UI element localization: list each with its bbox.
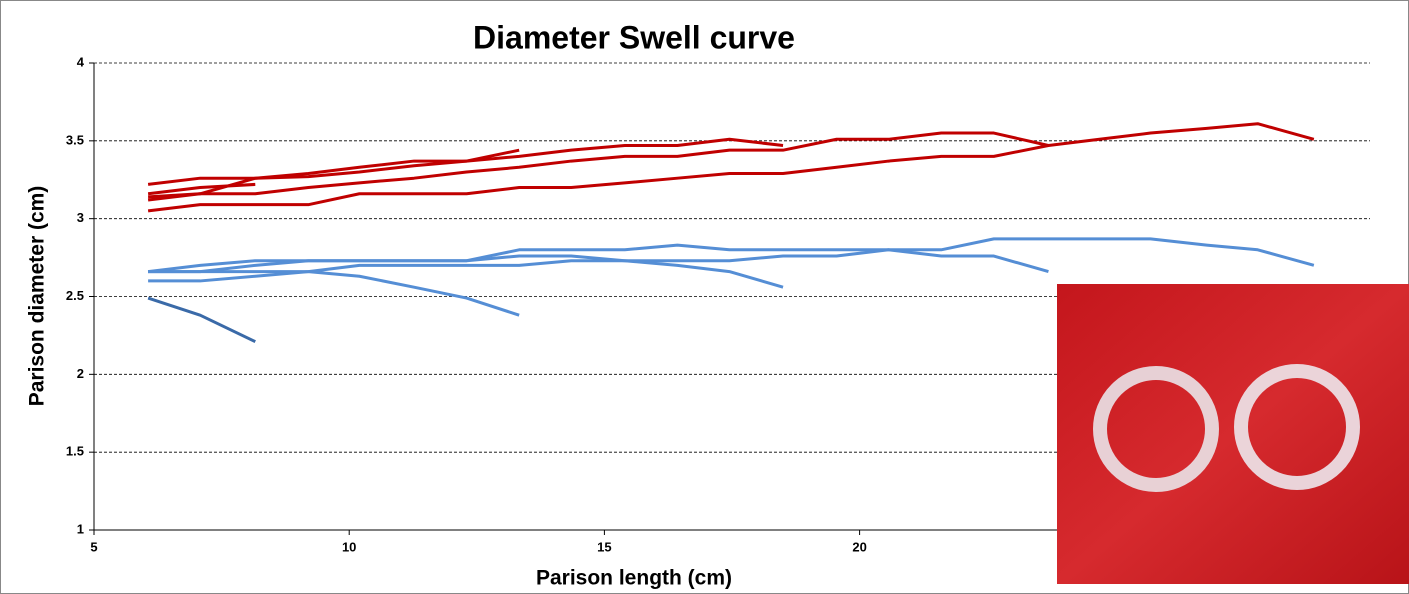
- y-tick-label: 4: [77, 54, 85, 69]
- y-tick-label: 1.5: [66, 444, 84, 459]
- x-tick-label: 5: [90, 539, 97, 554]
- series-line: [148, 270, 520, 317]
- x-tick-label: 20: [852, 539, 866, 554]
- y-tick-label: 2.5: [66, 288, 84, 303]
- photo-inset: [1057, 284, 1409, 584]
- x-tick-label: 10: [342, 539, 356, 554]
- ring: [1234, 364, 1360, 490]
- ring: [1093, 366, 1219, 492]
- series-line: [148, 137, 784, 199]
- series-line: [148, 259, 784, 289]
- y-tick-label: 2: [77, 366, 84, 381]
- series-line: [147, 182, 256, 196]
- x-axis-label: Parison length (cm): [536, 567, 732, 590]
- series-line: [148, 248, 1049, 274]
- series-line: [147, 296, 256, 343]
- y-tick-label: 3: [77, 210, 84, 225]
- series-line: [147, 131, 1049, 202]
- series-line: [147, 122, 1315, 213]
- y-tick-label: 3.5: [66, 132, 84, 147]
- y-axis-label: Parison diameter (cm): [26, 186, 49, 407]
- x-tick-label: 15: [597, 539, 611, 554]
- y-tick-label: 1: [77, 521, 84, 536]
- chart-title: Diameter Swell curve: [473, 19, 795, 55]
